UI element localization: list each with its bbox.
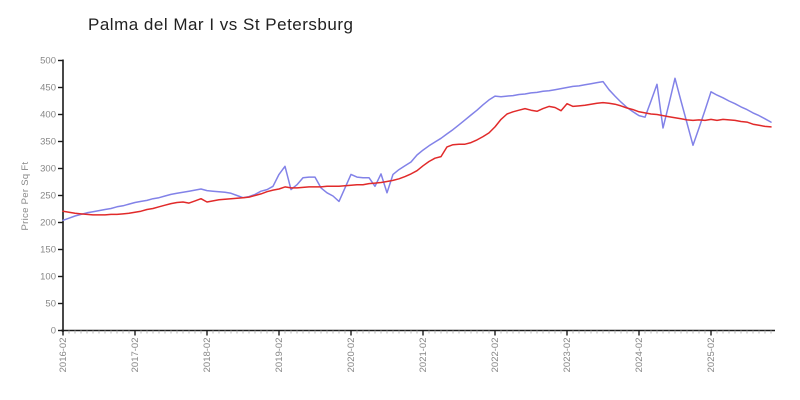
y-tick-label: 450 [40, 83, 56, 94]
x-tick-label: 2019-02 [274, 338, 285, 373]
y-tick-label: 300 [40, 164, 56, 175]
y-tick-label: 250 [40, 191, 56, 202]
tick-labels-layer: 0 50 100 150 200 250 300 350 400 450 500 2016-02 201… [40, 56, 717, 373]
y-axis-label: Price Per Sq Ft [20, 161, 31, 230]
axes-layer [58, 59, 775, 336]
x-tick-label: 2018-02 [202, 338, 213, 373]
y-tick-label: 500 [40, 56, 56, 67]
x-tick-label: 2020-02 [346, 338, 357, 373]
y-tick-label: 100 [40, 272, 56, 283]
y-tick-label: 50 [45, 299, 56, 310]
x-tick-label: 2023-02 [562, 338, 573, 373]
x-tick-label: 2021-02 [418, 338, 429, 373]
x-tick-label: 2016-02 [58, 338, 69, 373]
x-tick-label: 2017-02 [130, 338, 141, 373]
series-layer [62, 77, 772, 222]
y-tick-label: 150 [40, 245, 56, 256]
chart-title: Palma del Mar I vs St Petersburg [88, 15, 353, 34]
x-tick-label: 2024-02 [634, 338, 645, 373]
y-tick-label: 0 [51, 326, 56, 337]
x-tick-label: 2025-02 [706, 338, 717, 373]
series-line-palma-del-mar-i [62, 77, 772, 222]
y-tick-label: 400 [40, 110, 56, 121]
y-tick-label: 200 [40, 218, 56, 229]
y-tick-label: 350 [40, 137, 56, 148]
x-tick-label: 2022-02 [490, 338, 501, 373]
series-line-st-petersburg [62, 101, 772, 216]
